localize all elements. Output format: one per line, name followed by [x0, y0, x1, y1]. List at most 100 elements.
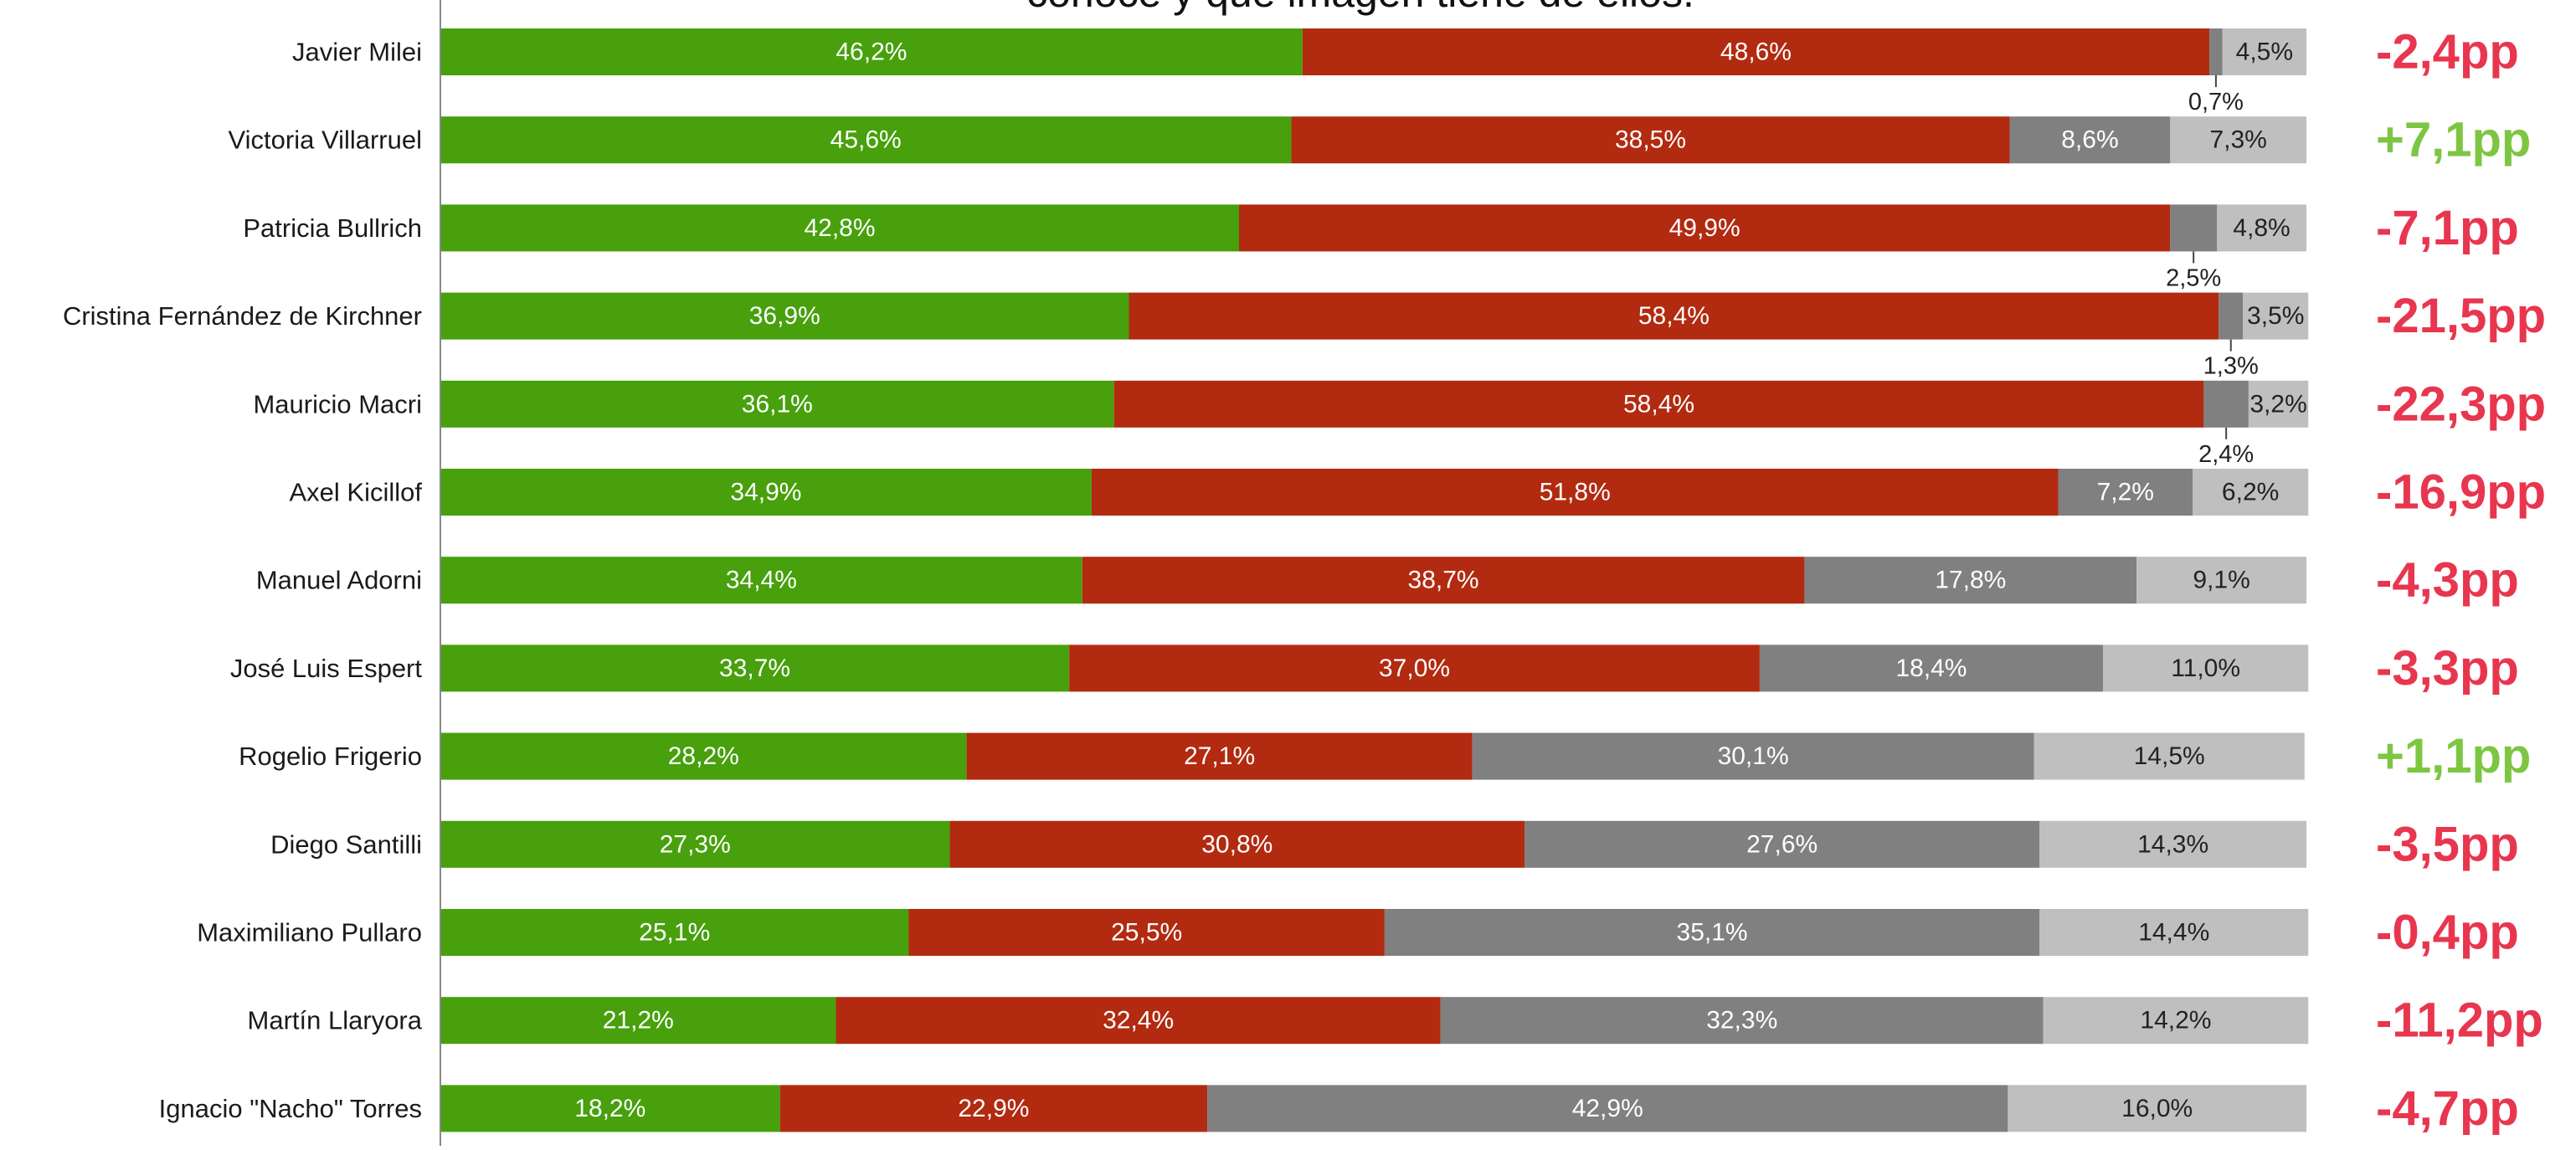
- category-label: Cristina Fernández de Kirchner: [63, 301, 422, 331]
- light-gray-value-label: 14,2%: [2140, 1007, 2211, 1034]
- light-gray-value-label: 14,4%: [2138, 919, 2209, 947]
- green-segment: [440, 909, 909, 956]
- red-value-label: 49,9%: [1669, 214, 1740, 242]
- light-gray-value-label: 14,5%: [2134, 742, 2205, 770]
- light-gray-segment: [2008, 1085, 2306, 1132]
- green-value-label: 33,7%: [719, 655, 790, 682]
- annotations-layer: -2,4pp +7,1pp -7,1pp -21,5pp -22,3pp -16,9pp -…: [2376, 25, 2546, 1136]
- category-label: Axel Kicillof: [290, 478, 423, 507]
- light-gray-segment: [2136, 557, 2306, 604]
- category-label: Maximiliano Pullaro: [197, 918, 422, 947]
- light-gray-value-label: 4,8%: [2233, 214, 2290, 242]
- red-value-label: 37,0%: [1379, 655, 1450, 682]
- dark-gray-segment: [1384, 909, 2040, 956]
- green-segment: [440, 997, 836, 1045]
- red-value-label: 25,5%: [1111, 919, 1182, 947]
- category-label: Manuel Adorni: [256, 566, 422, 595]
- light-gray-segment: [2170, 116, 2306, 164]
- bars-layer: [440, 28, 2309, 1132]
- red-value-label: 30,8%: [1201, 830, 1273, 858]
- red-value-label: 48,6%: [1720, 39, 1792, 66]
- green-value-label: 36,9%: [749, 302, 820, 330]
- green-segment: [440, 1085, 780, 1132]
- dark-gray-value-label: 8,6%: [2061, 126, 2118, 154]
- dark-gray-segment: [1525, 820, 2040, 868]
- dark-gray-value-callout: 0,7%: [2188, 89, 2244, 116]
- light-gray-segment: [2243, 292, 2309, 340]
- dark-gray-value-callout: 2,5%: [2166, 264, 2221, 291]
- light-gray-value-label: 6,2%: [2222, 479, 2279, 506]
- change-annotation-negative: -0,4pp: [2376, 906, 2519, 960]
- dark-gray-value-label: 7,2%: [2097, 479, 2154, 506]
- dark-gray-value-label: 32,3%: [1706, 1007, 1777, 1034]
- green-segment: [440, 469, 1092, 516]
- change-annotation-negative: -21,5pp: [2376, 289, 2546, 343]
- dark-gray-value-callout: 2,4%: [2198, 441, 2254, 468]
- dark-gray-segment: [2203, 380, 2249, 428]
- dark-gray-segment: [1804, 557, 2137, 604]
- light-gray-segment: [2103, 644, 2309, 692]
- green-value-label: 25,1%: [639, 919, 710, 947]
- light-gray-value-label: 7,3%: [2209, 126, 2266, 154]
- red-segment: [1082, 557, 1805, 604]
- category-label: José Luis Espert: [230, 654, 423, 683]
- light-gray-segment: [2034, 732, 2305, 780]
- green-segment: [440, 380, 1114, 428]
- change-annotation-negative: -3,5pp: [2376, 817, 2519, 871]
- dark-gray-segment: [1472, 732, 2034, 780]
- dark-gray-value-label: 17,8%: [1935, 567, 2006, 594]
- light-gray-segment: [2039, 820, 2306, 868]
- dark-gray-segment: [2058, 469, 2193, 516]
- change-annotation-negative: -3,3pp: [2376, 641, 2519, 696]
- red-value-label: 58,4%: [1623, 390, 1694, 418]
- change-annotation-negative: -11,2pp: [2376, 993, 2543, 1048]
- red-segment: [908, 909, 1385, 956]
- light-gray-value-label: 11,0%: [2171, 655, 2240, 682]
- light-gray-segment: [2222, 28, 2306, 75]
- category-label: Mauricio Macri: [253, 389, 422, 418]
- red-segment: [1129, 292, 2219, 340]
- light-gray-value-label: 3,2%: [2250, 390, 2306, 418]
- dark-gray-value-label: 18,4%: [1895, 655, 1967, 682]
- category-label: Martín Llaryora: [248, 1006, 423, 1035]
- light-gray-value-label: 9,1%: [2193, 567, 2250, 594]
- green-value-label: 46,2%: [836, 39, 907, 66]
- green-segment: [440, 557, 1082, 604]
- light-gray-segment: [2248, 380, 2309, 428]
- green-value-label: 18,2%: [574, 1095, 645, 1122]
- red-value-label: 38,5%: [1615, 126, 1686, 154]
- category-label: Javier Milei: [292, 38, 422, 67]
- green-value-label: 34,9%: [730, 479, 801, 506]
- dark-gray-segment: [2219, 292, 2244, 340]
- chart-title-layer: conoce y qué imagen tiene de ellos.: [1026, 0, 1694, 16]
- light-gray-value-label: 4,5%: [2236, 39, 2293, 66]
- green-segment: [440, 732, 967, 780]
- dark-gray-value-label: 42,9%: [1572, 1095, 1643, 1122]
- green-value-label: 45,6%: [830, 126, 902, 154]
- change-annotation-negative: -22,3pp: [2376, 377, 2546, 431]
- red-segment: [966, 732, 1473, 780]
- change-annotation-negative: -16,9pp: [2376, 465, 2546, 520]
- dark-gray-value-label: 27,6%: [1746, 830, 1818, 858]
- change-annotation-negative: -4,7pp: [2376, 1081, 2519, 1136]
- red-value-label: 38,7%: [1408, 567, 1479, 594]
- category-label: Rogelio Frigerio: [239, 742, 422, 771]
- red-segment: [1069, 644, 1760, 692]
- dark-gray-segment: [2170, 204, 2218, 252]
- category-label: Diego Santilli: [270, 829, 422, 859]
- dark-gray-value-callout: 1,3%: [2203, 353, 2259, 380]
- change-annotation-negative: -4,3pp: [2376, 553, 2519, 608]
- dark-gray-value-label: 30,1%: [1718, 742, 1789, 770]
- light-gray-segment: [2217, 204, 2306, 252]
- dark-gray-segment: [1440, 997, 2044, 1045]
- chart-title: conoce y qué imagen tiene de ellos.: [1026, 0, 1694, 16]
- red-segment: [949, 820, 1525, 868]
- red-value-label: 27,1%: [1184, 742, 1255, 770]
- change-annotation-positive: +1,1pp: [2376, 729, 2531, 783]
- change-annotation-negative: -2,4pp: [2376, 25, 2519, 80]
- red-segment: [836, 997, 1441, 1045]
- green-segment: [440, 28, 1303, 75]
- red-segment: [1291, 116, 2010, 164]
- green-segment: [440, 292, 1129, 340]
